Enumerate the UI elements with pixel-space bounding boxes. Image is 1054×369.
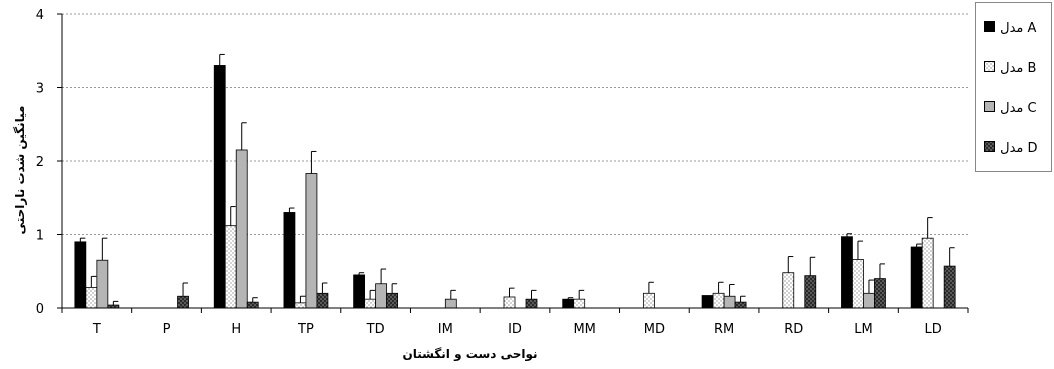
bar xyxy=(852,259,864,309)
bar xyxy=(841,236,853,309)
bar xyxy=(712,292,725,309)
axes xyxy=(61,14,968,309)
x-tick-label: RD xyxy=(784,322,803,337)
legend-swatch-d xyxy=(984,141,995,152)
y-axis-title: میانگین شدت ناراحتی xyxy=(13,106,27,235)
bar xyxy=(305,173,318,309)
bar xyxy=(96,259,109,309)
bar xyxy=(863,292,875,309)
bar xyxy=(723,295,736,309)
bar xyxy=(213,65,226,309)
x-tick-label: RM xyxy=(714,322,734,337)
x-tick-label: H xyxy=(231,322,241,337)
legend-swatch-a xyxy=(984,21,995,32)
legend: مدل A مدل B مدل C مدل D xyxy=(975,2,1052,172)
bar xyxy=(782,272,795,309)
x-tick-label: P xyxy=(163,322,171,337)
bar xyxy=(246,301,259,309)
legend-swatch-c xyxy=(984,101,995,112)
bars xyxy=(74,53,956,309)
bar xyxy=(235,149,248,309)
legend-item-d: مدل D xyxy=(984,141,1038,156)
bar xyxy=(74,241,87,309)
bar xyxy=(734,301,747,309)
legend-label-a: مدل A xyxy=(1000,21,1037,36)
x-tick-label: T xyxy=(92,322,101,337)
bar xyxy=(874,278,886,309)
bar xyxy=(224,225,237,309)
legend-item-c: مدل C xyxy=(984,101,1037,116)
bar xyxy=(562,298,575,309)
x-tick-label: MD xyxy=(644,322,665,337)
bar xyxy=(283,212,296,309)
y-tick-label: 4 xyxy=(36,8,44,23)
x-tick-label: IM xyxy=(438,322,453,337)
bar xyxy=(525,298,538,309)
legend-label-d: مدل D xyxy=(1000,141,1038,156)
bar xyxy=(177,295,189,309)
x-tick-label: MM xyxy=(573,322,595,337)
bar xyxy=(573,298,586,309)
bar xyxy=(804,275,817,309)
bar xyxy=(444,298,457,309)
bar xyxy=(364,298,377,309)
bar xyxy=(921,237,934,309)
bar xyxy=(85,287,98,309)
legend-item-b: مدل B xyxy=(984,61,1036,76)
legend-label-b: مدل B xyxy=(1000,61,1037,76)
bar xyxy=(375,283,388,309)
bar xyxy=(294,302,307,309)
y-tick-label: 1 xyxy=(36,229,44,244)
bar xyxy=(316,292,329,309)
x-tick-label: ID xyxy=(508,322,522,337)
legend-label-c: مدل C xyxy=(1000,101,1037,116)
bar xyxy=(386,292,399,309)
y-tick-label: 0 xyxy=(36,302,44,317)
y-tick-label: 3 xyxy=(36,82,44,97)
bar xyxy=(701,295,714,309)
bar xyxy=(503,296,516,309)
x-tick-label: TP xyxy=(297,322,314,337)
bar xyxy=(642,292,655,309)
x-axis-title: نواحی دست و انگشتان xyxy=(402,347,537,362)
legend-swatch-b xyxy=(984,61,995,72)
x-tick-label: LM xyxy=(854,322,872,337)
y-tick-label: 2 xyxy=(36,155,44,170)
gridlines xyxy=(57,13,969,313)
x-tick-label: TD xyxy=(366,322,385,337)
x-tick-label: LD xyxy=(925,322,942,337)
bar xyxy=(910,246,923,309)
bar xyxy=(353,274,366,309)
legend-item-a: مدل A xyxy=(984,21,1036,36)
bar xyxy=(943,265,956,309)
